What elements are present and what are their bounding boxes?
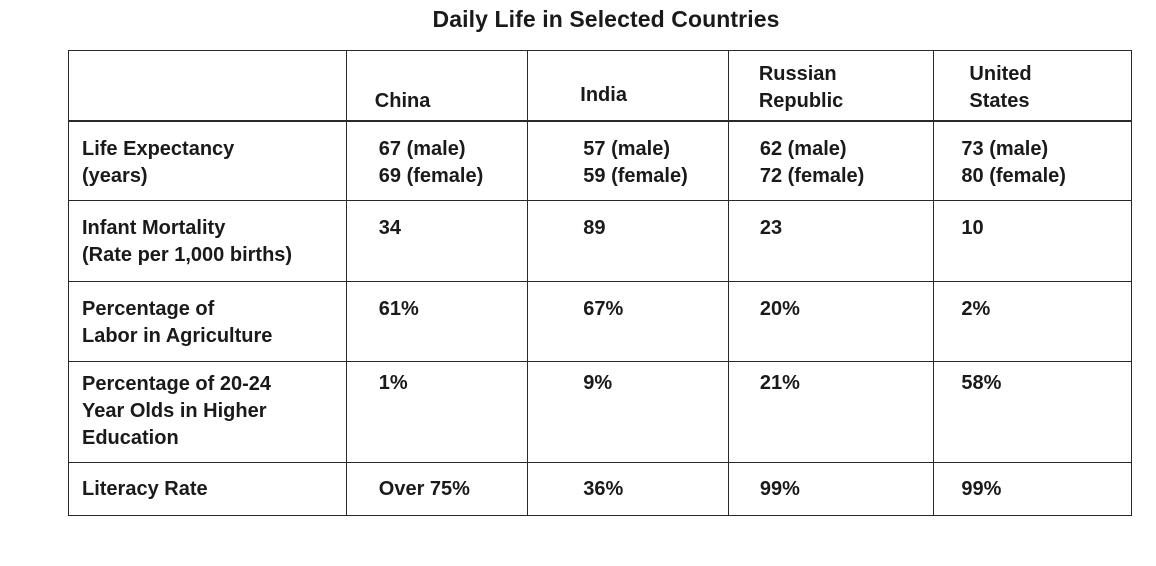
header-label-russia-line1: Russian [758, 62, 837, 85]
header-cell-us: United States [933, 50, 1132, 122]
value-female: 59 (female) [583, 164, 688, 187]
value-male: 67 (male) [378, 137, 466, 160]
header-label-us-line1: United [969, 62, 1032, 85]
value: 58% [961, 372, 1002, 394]
value: 1% [378, 372, 408, 394]
row-label: Percentage of 20-24 [82, 373, 271, 395]
header-label-russia-line2: Republic [758, 89, 844, 112]
value-cell-china: Over 75% [345, 462, 529, 516]
header-row: China India Russian Republic United Stat… [68, 50, 1132, 122]
data-table: China India Russian Republic United Stat… [68, 50, 1132, 516]
value: 67% [583, 298, 624, 320]
row-label: Life Expectancy [82, 137, 235, 160]
value-cell-russia: 62 (male) 72 (female) [727, 120, 935, 201]
value-cell-china: 67 (male) 69 (female) [345, 120, 529, 201]
header-label-china: China [374, 89, 431, 112]
value-cell-us: 73 (male) 80 (female) [933, 120, 1132, 201]
value: 61% [378, 298, 419, 320]
value: 2% [961, 298, 991, 320]
value-cell-russia: 20% [727, 281, 935, 362]
value: 34 [378, 217, 402, 239]
value-cell-russia: 23 [727, 200, 935, 282]
value-cell-india: 36% [527, 462, 729, 516]
value: 36% [583, 478, 624, 500]
row-label: (Rate per 1,000 births) [82, 244, 293, 266]
row-label: Infant Mortality [82, 217, 226, 239]
value-cell-russia: 21% [727, 361, 935, 463]
table-row-infant-mortality: Infant Mortality (Rate per 1,000 births)… [68, 200, 1132, 282]
value-cell-us: 58% [933, 361, 1132, 463]
table-row-literacy-rate: Literacy Rate Over 75% 36% 99% 99% [68, 462, 1132, 516]
row-label: Percentage of [82, 298, 215, 320]
value-cell-china: 1% [345, 361, 529, 463]
value-male: 73 (male) [961, 137, 1049, 160]
header-cell-china: China [345, 50, 529, 122]
value-cell-india: 89 [527, 200, 729, 282]
value-cell-us: 99% [933, 462, 1132, 516]
value-male: 57 (male) [583, 137, 670, 160]
value-female: 69 (female) [378, 164, 484, 187]
value-cell-russia: 99% [727, 462, 935, 516]
value: 99% [961, 478, 1002, 500]
header-label-india: India [580, 83, 627, 106]
value: 20% [759, 298, 800, 320]
row-label-cell: Life Expectancy (years) [68, 120, 347, 201]
value: 10 [961, 217, 984, 239]
page-title: Daily Life in Selected Countries [432, 6, 780, 32]
value: Over 75% [378, 478, 470, 500]
value: 9% [583, 372, 613, 394]
value: 21% [759, 372, 800, 394]
value-cell-india: 67% [527, 281, 729, 362]
row-label: Literacy Rate [82, 478, 208, 500]
value: 23 [759, 217, 783, 239]
table-row-higher-education: Percentage of 20-24 Year Olds in Higher … [68, 361, 1132, 463]
value-cell-india: 57 (male) 59 (female) [527, 120, 729, 201]
table-row-labor-agriculture: Percentage of Labor in Agriculture 61% 6… [68, 281, 1132, 362]
value: 89 [583, 217, 606, 239]
header-label-us-line2: States [969, 89, 1030, 112]
value-male: 62 (male) [759, 137, 847, 160]
value: 99% [759, 478, 800, 500]
value-female: 80 (female) [961, 164, 1066, 187]
row-label-cell: Infant Mortality (Rate per 1,000 births) [68, 200, 347, 282]
row-label: Education [82, 427, 179, 449]
header-empty-cell [68, 50, 347, 122]
value-cell-us: 2% [933, 281, 1132, 362]
value-female: 72 (female) [759, 164, 865, 187]
row-label-cell: Percentage of Labor in Agriculture [68, 281, 347, 362]
value-cell-china: 61% [345, 281, 529, 362]
value-cell-us: 10 [933, 200, 1132, 282]
value-cell-india: 9% [527, 361, 729, 463]
row-label: (years) [82, 164, 148, 187]
table-row-life-expectancy: Life Expectancy (years) 67 (male) 69 (fe… [68, 120, 1132, 201]
row-label-cell: Literacy Rate [68, 462, 347, 516]
header-cell-russia: Russian Republic [727, 50, 935, 122]
value-cell-china: 34 [345, 200, 529, 282]
row-label: Labor in Agriculture [82, 325, 273, 347]
row-label: Year Olds in Higher [82, 400, 267, 422]
row-label-cell: Percentage of 20-24 Year Olds in Higher … [68, 361, 347, 463]
header-cell-india: India [527, 50, 729, 122]
